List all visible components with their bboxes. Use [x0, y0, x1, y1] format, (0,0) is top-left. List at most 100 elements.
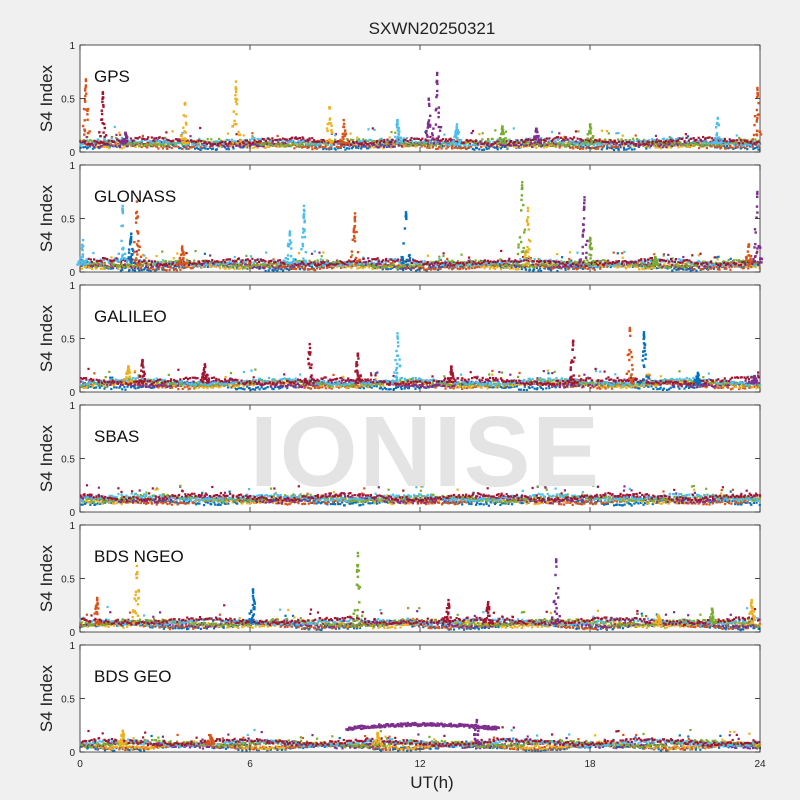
data-point [284, 142, 287, 145]
data-point [756, 146, 759, 149]
data-point [740, 146, 743, 149]
data-point [555, 145, 558, 148]
data-point [295, 145, 298, 148]
data-point [558, 132, 561, 135]
data-point [111, 144, 114, 147]
data-point [576, 267, 580, 270]
data-point [678, 144, 681, 147]
data-point [224, 142, 228, 146]
spike-point [233, 119, 236, 123]
spike-point [500, 127, 504, 131]
data-point [633, 148, 636, 151]
spike-point [82, 107, 86, 111]
data-point [402, 268, 405, 272]
data-point [704, 141, 707, 144]
data-point [251, 141, 254, 144]
data-point [410, 136, 413, 140]
data-point [261, 142, 264, 146]
spike-point [81, 124, 85, 128]
data-point [185, 146, 188, 149]
data-point [178, 138, 181, 141]
data-point [351, 145, 354, 148]
data-point [427, 267, 430, 270]
data-point [535, 146, 538, 149]
spike-point [234, 93, 237, 97]
data-point [161, 259, 164, 262]
data-point [355, 140, 358, 144]
data-point [310, 142, 313, 145]
data-point [474, 139, 477, 142]
data-point [702, 135, 705, 139]
data-point [458, 145, 461, 148]
data-point [291, 143, 294, 146]
data-point [576, 145, 579, 148]
data-point [359, 139, 362, 142]
data-point [611, 145, 614, 148]
data-point [140, 142, 143, 145]
data-point [97, 146, 100, 149]
data-point [722, 144, 725, 147]
data-point [712, 143, 715, 146]
data-point [338, 264, 341, 267]
data-point [325, 148, 328, 151]
spike-point [756, 91, 759, 95]
data-point [357, 144, 360, 148]
data-point [686, 135, 690, 138]
data-point [215, 140, 218, 143]
data-point [665, 265, 668, 269]
data-point [446, 146, 449, 149]
data-point [110, 135, 113, 139]
data-point [615, 146, 618, 149]
data-point [632, 145, 635, 148]
data-point [447, 267, 450, 270]
data-point [103, 263, 106, 266]
data-point [153, 268, 156, 271]
data-point [675, 141, 678, 144]
data-point [725, 140, 728, 143]
data-point [306, 147, 309, 150]
data-point [101, 267, 105, 270]
data-point [519, 143, 522, 146]
data-point [635, 143, 638, 146]
data-point [244, 266, 247, 269]
spike-point [100, 112, 104, 116]
spike-point [588, 129, 591, 133]
data-point [162, 137, 165, 140]
data-point [371, 268, 374, 271]
data-point [298, 143, 301, 146]
data-point [723, 137, 726, 140]
data-point [692, 137, 695, 140]
data-point [285, 138, 288, 141]
data-point [145, 145, 148, 148]
data-point [648, 145, 651, 148]
data-point [561, 142, 564, 145]
spike-point [535, 137, 538, 140]
data-point [155, 137, 158, 140]
data-point [514, 265, 517, 268]
data-point [118, 142, 121, 145]
data-point [492, 146, 495, 149]
data-point [757, 148, 760, 151]
data-point [291, 142, 294, 145]
data-point [544, 139, 547, 142]
data-point [162, 145, 165, 148]
data-point [397, 142, 400, 145]
data-point [659, 263, 662, 266]
data-point [758, 145, 761, 148]
data-point [568, 145, 571, 148]
spike-point [498, 137, 502, 140]
data-point [718, 140, 721, 143]
spike-point [500, 139, 504, 143]
data-point [373, 262, 376, 265]
data-point [149, 269, 152, 272]
data-point [167, 138, 170, 142]
data-point [595, 265, 598, 268]
data-point [471, 147, 474, 151]
data-point [460, 253, 463, 256]
data-point [678, 265, 681, 268]
data-point [389, 146, 393, 149]
spike-point [500, 130, 504, 134]
data-point [655, 141, 658, 144]
data-point [84, 145, 87, 149]
